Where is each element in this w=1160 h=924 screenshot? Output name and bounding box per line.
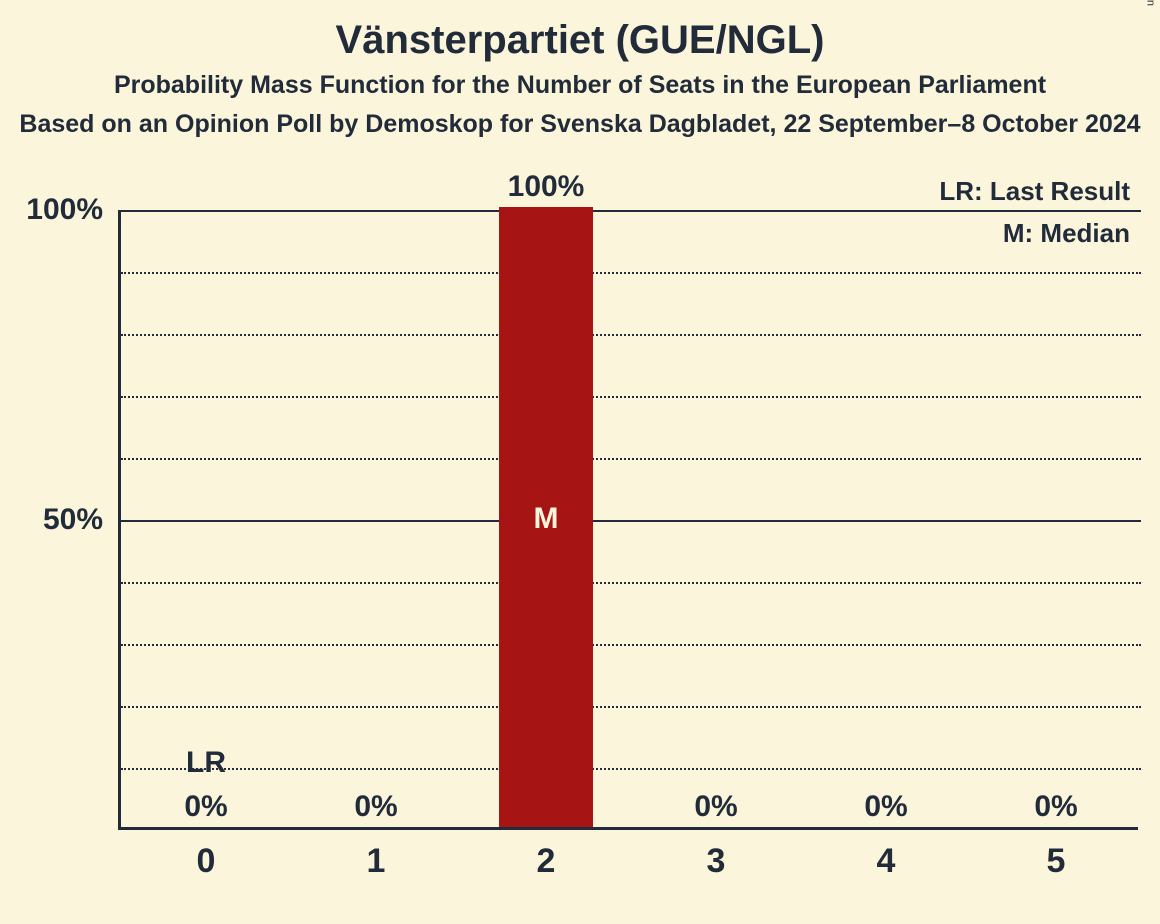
chart-container: 50%100%0%LR00%1100%M20%30%40%5 LR: Last … [118,210,1138,830]
median-marker: M [534,502,559,536]
x-axis-label: 4 [877,842,896,881]
bar-value-label: 0% [184,790,227,824]
x-axis-label: 3 [707,842,726,881]
bar-value-label: 0% [354,790,397,824]
chart-source: Based on an Opinion Poll by Demoskop for… [0,110,1160,139]
gridline-minor [121,582,1141,584]
gridline-minor [121,706,1141,708]
gridline-minor [121,272,1141,274]
bar-value-label: 0% [1034,790,1077,824]
bar-value-label: 0% [864,790,907,824]
x-axis-label: 0 [197,842,216,881]
y-axis-label: 50% [43,503,103,537]
x-axis-label: 2 [537,842,556,881]
y-axis-label: 100% [26,193,103,227]
legend-median: M: Median [1003,218,1130,249]
bar-value-label: 100% [508,170,585,204]
gridline-major [121,520,1141,522]
gridline-minor [121,334,1141,336]
gridline-minor [121,396,1141,398]
gridline-minor [121,768,1141,770]
legend-last-result: LR: Last Result [939,176,1130,207]
chart-title: Vänsterpartiet (GUE/NGL) [0,0,1160,63]
x-axis-label: 5 [1047,842,1066,881]
bar-value-label: 0% [694,790,737,824]
last-result-marker: LR [186,746,226,780]
gridline-minor [121,644,1141,646]
gridline-minor [121,458,1141,460]
x-axis-label: 1 [367,842,386,881]
plot-area: 50%100%0%LR00%1100%M20%30%40%5 [118,210,1138,830]
copyright-text: © 2024 Filip van Laenen [1144,0,1156,6]
chart-subtitle: Probability Mass Function for the Number… [0,71,1160,100]
gridline-major [121,210,1141,212]
